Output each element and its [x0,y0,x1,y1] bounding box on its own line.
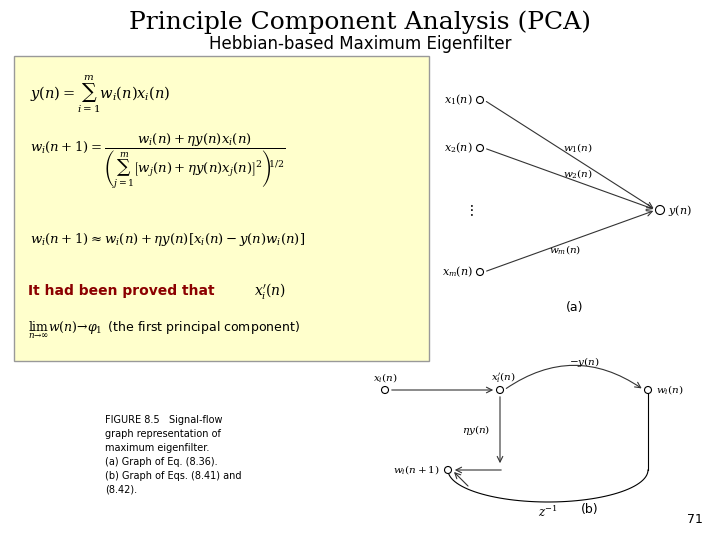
Text: $-y(n)$: $-y(n)$ [569,355,599,369]
Bar [14,56,429,361]
Circle shape [497,387,503,394]
Circle shape [655,206,665,214]
Text: $z^{-1}$: $z^{-1}$ [538,504,558,520]
Text: $x_2(n)$: $x_2(n)$ [444,141,473,156]
Text: $w_2(n)$: $w_2(n)$ [563,167,593,180]
Text: $w_i(n+1)=\dfrac{w_i(n)+\eta y(n)x_i(n)}{\left(\sum_{j=1}^{m}\left[w_j(n)+\eta y: $w_i(n+1)=\dfrac{w_i(n)+\eta y(n)x_i(n)}… [30,132,286,191]
Circle shape [477,145,484,152]
Text: $w_m(n)$: $w_m(n)$ [549,242,581,255]
Circle shape [382,387,389,394]
Text: $y(n)=\sum_{i=1}^{m}w_i(n)x_i(n)$: $y(n)=\sum_{i=1}^{m}w_i(n)x_i(n)$ [30,73,171,115]
Text: $w_1(n)$: $w_1(n)$ [563,141,593,154]
Circle shape [644,387,652,394]
Text: FIGURE 8.5   Signal-flow
graph representation of
maximum eigenfilter.
(a) Graph : FIGURE 8.5 Signal-flow graph representat… [105,415,241,495]
Text: $y(n)$: $y(n)$ [668,202,692,218]
Text: $x_i'(n)$: $x_i'(n)$ [491,371,516,385]
Text: $\lim_{n\to\infty}w(n)\to\varphi_1$ (the first principal component): $\lim_{n\to\infty}w(n)\to\varphi_1$ (the… [28,319,300,341]
Circle shape [477,97,484,104]
Text: $w_i(n+1)\approx w_i(n)+\eta y(n)\left[x_i(n)-y(n)w_i(n)\right]$: $w_i(n+1)\approx w_i(n)+\eta y(n)\left[x… [30,231,305,247]
Text: $x_i'(n)$: $x_i'(n)$ [254,281,286,301]
Circle shape [477,268,484,275]
Circle shape [444,467,451,474]
Text: $w_i(n+1)$: $w_i(n+1)$ [393,463,440,476]
Text: (b): (b) [581,503,599,516]
Text: $w_i(n)$: $w_i(n)$ [656,383,683,396]
Text: It had been proved that: It had been proved that [28,284,215,298]
Text: $\eta y(n)$: $\eta y(n)$ [462,423,490,437]
Text: 71: 71 [687,513,703,526]
Text: $x_m(n)$: $x_m(n)$ [442,265,473,279]
Text: $\vdots$: $\vdots$ [467,202,474,218]
Text: $x_i(n)$: $x_i(n)$ [373,372,397,384]
Text: (a): (a) [566,301,584,314]
Text: Hebbian-based Maximum Eigenfilter: Hebbian-based Maximum Eigenfilter [209,35,511,53]
Text: Principle Component Analysis (PCA): Principle Component Analysis (PCA) [129,10,591,34]
Text: $x_1(n)$: $x_1(n)$ [444,93,473,107]
